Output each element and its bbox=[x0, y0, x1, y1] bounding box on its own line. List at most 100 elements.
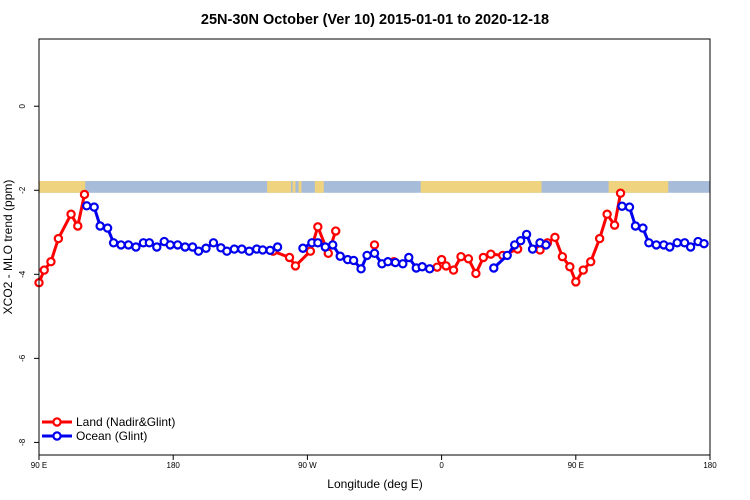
data-point-ocean-glint-45 bbox=[417, 262, 427, 272]
data-point-ocean-glint-35 bbox=[348, 255, 359, 266]
data-point-ocean-glint-3 bbox=[102, 223, 113, 233]
data-point-land-nadir-glint-22 bbox=[471, 268, 481, 279]
x-tick-label-0: 90 E bbox=[31, 461, 47, 470]
ocean-band bbox=[39, 181, 710, 193]
data-point-land-nadir-glint-3 bbox=[53, 233, 64, 244]
plot-frame bbox=[38, 38, 711, 456]
data-point-land-nadir-glint-18 bbox=[441, 261, 451, 271]
x-axis: 90 E 180 90 W 0 90 E 180 bbox=[31, 455, 717, 470]
data-point-ocean-glint-60 bbox=[651, 240, 662, 250]
data-point-ocean-glint-33 bbox=[335, 251, 345, 261]
data-point-ocean-glint-22 bbox=[237, 244, 247, 254]
data-point-ocean-glint-51 bbox=[521, 229, 532, 240]
chart-title: 25N-30N October (Ver 10) 2015-01-01 to 2… bbox=[201, 12, 549, 28]
land-span-2 bbox=[292, 181, 296, 193]
y-tick-label-0: 0 bbox=[18, 103, 27, 108]
data-point-ocean-glint-49 bbox=[509, 240, 520, 250]
data-point-land-nadir-glint-29 bbox=[550, 232, 560, 243]
data-point-land-nadir-glint-9 bbox=[290, 261, 301, 271]
land-span-5 bbox=[319, 181, 324, 193]
data-point-ocean-glint-62 bbox=[665, 242, 675, 252]
land-span-0 bbox=[39, 181, 86, 193]
data-point-ocean-glint-26 bbox=[265, 245, 275, 256]
data-point-ocean-glint-25 bbox=[257, 245, 268, 255]
data-point-land-nadir-glint-1 bbox=[39, 265, 49, 275]
data-point-land-nadir-glint-24 bbox=[486, 249, 496, 259]
data-point-ocean-glint-9 bbox=[144, 238, 155, 248]
data-point-ocean-glint-52 bbox=[527, 244, 538, 254]
data-point-ocean-glint-56 bbox=[624, 202, 635, 212]
y-tick-label-1: -2 bbox=[18, 186, 27, 194]
data-point-land-nadir-glint-10 bbox=[305, 246, 316, 256]
data-point-ocean-glint-65 bbox=[685, 242, 696, 252]
data-point-ocean-glint-20 bbox=[222, 246, 232, 256]
legend-label-1: Ocean (Glint) bbox=[76, 429, 147, 443]
y-axis: 0 -2 -4 -6 -8 bbox=[18, 103, 39, 446]
data-point-ocean-glint-64 bbox=[679, 238, 690, 248]
y-axis-label: XCO2 - MLO trend (ppm) bbox=[1, 180, 15, 315]
data-point-ocean-glint-0 bbox=[82, 201, 92, 211]
data-point-ocean-glint-28 bbox=[298, 243, 308, 253]
series-layer bbox=[34, 188, 709, 288]
data-point-ocean-glint-30 bbox=[313, 238, 323, 248]
data-point-ocean-glint-38 bbox=[369, 248, 380, 259]
legend-marker-0 bbox=[52, 417, 62, 427]
data-point-ocean-glint-31 bbox=[320, 242, 330, 252]
series-ocean-glint bbox=[82, 201, 709, 274]
data-point-ocean-glint-14 bbox=[180, 242, 190, 252]
land-span-7 bbox=[520, 181, 542, 193]
land-span-4 bbox=[314, 181, 321, 193]
data-point-ocean-glint-13 bbox=[172, 240, 183, 250]
data-point-ocean-glint-4 bbox=[108, 238, 119, 248]
data-point-ocean-glint-48 bbox=[502, 250, 512, 261]
data-point-ocean-glint-6 bbox=[123, 240, 134, 250]
data-point-land-nadir-glint-8 bbox=[284, 252, 295, 263]
data-point-ocean-glint-15 bbox=[187, 242, 198, 252]
data-point-land-nadir-glint-13 bbox=[331, 226, 341, 236]
land-span-1 bbox=[267, 181, 291, 193]
data-point-ocean-glint-47 bbox=[489, 263, 499, 273]
data-point-ocean-glint-32 bbox=[328, 240, 338, 250]
data-point-ocean-glint-2 bbox=[95, 221, 105, 231]
x-tick-label-3: 0 bbox=[439, 461, 444, 470]
data-point-ocean-glint-55 bbox=[617, 201, 627, 211]
legend: Land (Nadir&Glint)Ocean (Glint) bbox=[42, 415, 175, 443]
data-point-ocean-glint-57 bbox=[630, 221, 641, 231]
x-axis-label: Longitude (deg E) bbox=[327, 477, 422, 491]
data-point-land-nadir-glint-30 bbox=[557, 251, 568, 262]
data-point-land-nadir-glint-37 bbox=[609, 220, 620, 230]
data-point-ocean-glint-36 bbox=[356, 264, 366, 274]
data-point-ocean-glint-17 bbox=[201, 243, 211, 253]
data-point-land-nadir-glint-35 bbox=[594, 233, 605, 244]
data-point-ocean-glint-18 bbox=[208, 238, 219, 248]
data-point-ocean-glint-58 bbox=[638, 223, 648, 233]
legend-marker-1 bbox=[52, 431, 62, 441]
data-point-land-nadir-glint-19 bbox=[448, 265, 459, 275]
data-point-ocean-glint-16 bbox=[193, 246, 204, 256]
data-point-ocean-glint-37 bbox=[362, 250, 372, 261]
land-span-6 bbox=[420, 181, 527, 193]
data-point-ocean-glint-67 bbox=[699, 238, 709, 249]
data-point-ocean-glint-12 bbox=[165, 240, 175, 250]
y-tick-label-2: -4 bbox=[18, 270, 27, 278]
land-span-8 bbox=[608, 181, 669, 193]
data-point-ocean-glint-50 bbox=[515, 235, 526, 246]
data-point-land-nadir-glint-20 bbox=[456, 251, 466, 262]
data-point-land-nadir-glint-14 bbox=[369, 240, 380, 250]
data-point-ocean-glint-1 bbox=[89, 202, 99, 212]
x-tick-label-2: 90 W bbox=[298, 461, 317, 470]
data-point-ocean-glint-63 bbox=[672, 238, 682, 248]
data-point-land-nadir-glint-34 bbox=[586, 257, 596, 267]
data-point-land-nadir-glint-4 bbox=[66, 209, 76, 219]
data-point-ocean-glint-59 bbox=[644, 238, 654, 248]
data-point-land-nadir-glint-11 bbox=[313, 222, 323, 232]
data-point-ocean-glint-5 bbox=[116, 240, 126, 250]
series-land-nadir-glint bbox=[34, 188, 626, 288]
data-point-land-nadir-glint-17 bbox=[436, 254, 447, 265]
data-point-land-nadir-glint-5 bbox=[73, 221, 83, 231]
y-tick-label-3: -6 bbox=[18, 354, 27, 362]
x-tick-label-1: 180 bbox=[167, 461, 181, 470]
data-point-ocean-glint-42 bbox=[398, 259, 408, 269]
data-point-ocean-glint-21 bbox=[229, 244, 240, 254]
